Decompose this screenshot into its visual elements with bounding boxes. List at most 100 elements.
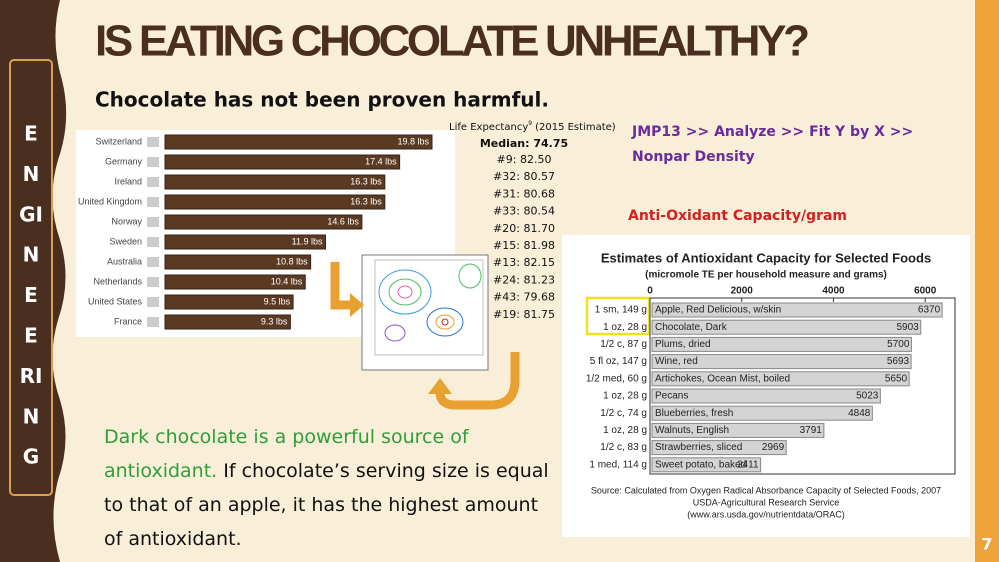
bar xyxy=(651,336,912,352)
contour xyxy=(378,269,432,315)
bar xyxy=(651,405,873,421)
bar xyxy=(164,254,312,270)
sidebar-box xyxy=(9,59,53,496)
contour xyxy=(388,278,422,306)
bar xyxy=(651,302,943,318)
value-label: 9.5 lbs xyxy=(264,296,291,306)
bar xyxy=(164,314,291,330)
bar xyxy=(651,319,922,335)
contour xyxy=(384,324,406,342)
contour xyxy=(458,263,482,289)
jmp-line: JMP13 >> Analyze >> Fit Y by X >> xyxy=(631,124,913,140)
life-median: Median: 74.75 xyxy=(480,137,568,150)
bar xyxy=(651,422,825,438)
sidebar-letter: GI xyxy=(19,202,43,226)
contour xyxy=(426,307,464,337)
country-label: United States xyxy=(88,296,143,306)
x-tick-label: 6000 xyxy=(914,286,937,297)
flag xyxy=(147,217,159,227)
arrow xyxy=(330,262,352,310)
serving-label: 1/2 med, 60 g xyxy=(586,373,647,384)
country-label: Netherlands xyxy=(93,276,142,286)
contour xyxy=(435,314,455,330)
food-label: Wine, red xyxy=(655,356,698,367)
value-label: 17.4 lbs xyxy=(365,156,397,166)
life-entry: #13: 82.15 xyxy=(493,256,555,269)
sidebar-letter: N xyxy=(23,404,40,428)
x-tick-label: 2000 xyxy=(731,286,754,297)
life-entry: #19: 81.75 xyxy=(493,308,555,321)
serving-label: 5 fl oz, 147 g xyxy=(590,356,647,367)
flag xyxy=(147,317,159,327)
bar xyxy=(164,274,306,290)
density-axes xyxy=(374,259,484,356)
life-entry: #43: 79.68 xyxy=(493,291,555,304)
body-text: Dark chocolate is a powerful source of a… xyxy=(104,420,554,556)
value-label: 3791 xyxy=(800,425,823,436)
flag xyxy=(147,197,159,207)
x-tick-label: 0 xyxy=(647,286,653,297)
value-label: 2969 xyxy=(762,442,785,453)
life-entry: #24: 81.23 xyxy=(493,273,555,286)
serving-label: 1 oz, 28 g xyxy=(603,322,647,333)
life-title: Life Expectancy9 (2015 Estimate) xyxy=(449,120,616,134)
food-label: Pecans xyxy=(655,391,688,402)
country-label: Switzerland xyxy=(95,136,142,146)
country-label: Germany xyxy=(105,156,143,166)
country-label: Australia xyxy=(107,256,142,266)
sidebar-letter: E xyxy=(24,122,38,146)
life-title-text: Life Expectancy xyxy=(449,122,528,133)
life-subtitle: (2015 Estimate) xyxy=(535,122,616,133)
jmp-line: Nonpar Density xyxy=(632,149,755,165)
serving-label: 1 oz, 28 g xyxy=(603,425,647,436)
sidebar-letter: E xyxy=(24,283,38,307)
life-entry: #31: 80.68 xyxy=(493,187,555,200)
food-label: Chocolate, Dark xyxy=(655,322,728,333)
arrowhead xyxy=(350,293,364,317)
life-entry: #33: 80.54 xyxy=(493,205,555,218)
sidebar-letter: RI xyxy=(20,364,43,388)
value-label: 5693 xyxy=(887,356,910,367)
country-label: United Kingdom xyxy=(78,196,142,206)
source-line: (www.ars.usda.gov/nutrientdata/ORAC) xyxy=(687,509,845,519)
bar xyxy=(164,174,386,190)
density-frame xyxy=(361,254,489,371)
value-label: 5650 xyxy=(885,373,908,384)
plot-frame xyxy=(649,297,956,475)
x-tick-label: 4000 xyxy=(822,286,845,297)
value-label: 5700 xyxy=(887,339,910,350)
life-entry: #20: 81.70 xyxy=(493,222,555,235)
bar xyxy=(651,371,910,387)
bar xyxy=(164,214,363,230)
value-label: 9.3 lbs xyxy=(261,316,288,326)
value-label: 5023 xyxy=(856,391,879,402)
life-entry: #15: 81.98 xyxy=(493,239,555,252)
life-entry: #32: 80.57 xyxy=(493,170,555,183)
country-label: Sweden xyxy=(109,236,142,246)
antioxidant-subtitle: (micromole TE per household measure and … xyxy=(645,270,887,281)
life-entry: #9: 82.50 xyxy=(497,153,552,166)
bar xyxy=(651,388,881,404)
source-line: Source: Calculated from Oxygen Radical A… xyxy=(591,485,941,495)
food-label: Strawberries, sliced xyxy=(655,442,742,453)
highlight-box xyxy=(585,296,651,336)
country-label: Ireland xyxy=(114,176,142,186)
country-label: France xyxy=(114,316,142,326)
title: IS EATING CHOCOLATE UNHEALTHY? xyxy=(95,17,810,66)
food-label: Blueberries, fresh xyxy=(655,408,733,419)
value-label: 19.8 lbs xyxy=(397,136,429,146)
source-line: USDA-Agricultural Research Service xyxy=(693,497,840,507)
body-rest: If chocolate’s serving size is equal to … xyxy=(104,460,549,550)
value-label: 11.9 lbs xyxy=(292,236,323,246)
flag xyxy=(147,237,159,247)
flag xyxy=(147,297,159,307)
value-label: 10.4 lbs xyxy=(271,276,303,286)
value-label: 2411 xyxy=(737,459,759,470)
food-label: Artichokes, Ocean Mist, boiled xyxy=(655,373,790,384)
sidebar-letter: N xyxy=(23,162,40,186)
serving-label: 1/2 c, 87 g xyxy=(600,339,647,350)
subtitle: Chocolate has not been proven harmful. xyxy=(95,88,549,112)
arrowhead xyxy=(428,378,452,394)
bar xyxy=(651,354,912,370)
